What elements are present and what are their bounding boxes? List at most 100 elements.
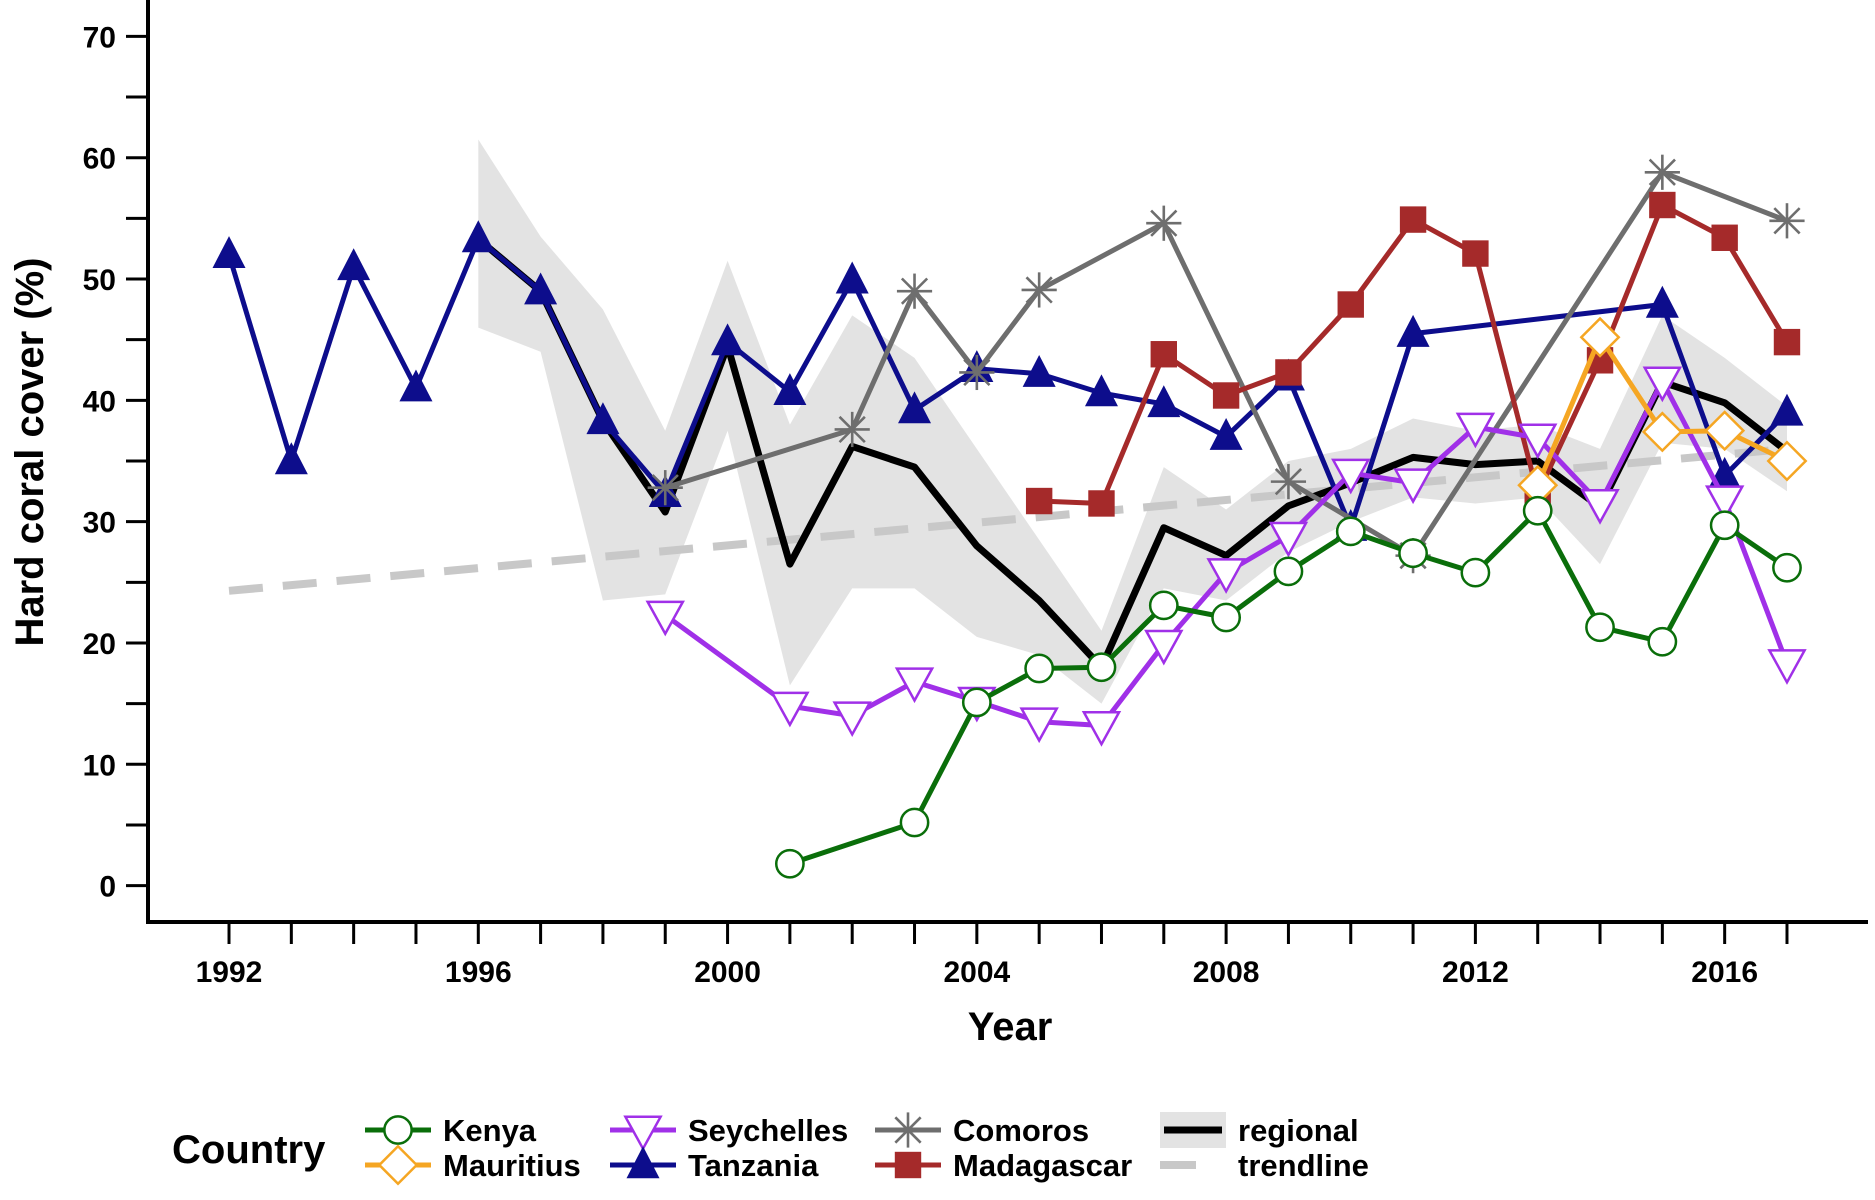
data-point-comoros [1146, 205, 1182, 241]
series-kenya [774, 495, 1802, 879]
data-point-tanzania [1022, 354, 1056, 387]
data-point-seychelles [645, 600, 685, 637]
legend-marker-kenya [383, 1115, 413, 1145]
data-point-madagascar [1462, 240, 1489, 267]
y-tick-label: 50 [83, 264, 116, 297]
data-point-seychelles [1455, 412, 1496, 449]
legend-marker-seychelles [623, 1115, 663, 1152]
regional-confidence-band [478, 139, 1787, 704]
y-tick-label: 10 [83, 749, 116, 782]
data-point-kenya [1211, 602, 1242, 633]
legend-item-madagascar: Madagascar [875, 1148, 1132, 1183]
data-point-tanzania [1084, 374, 1118, 407]
data-point-mauritius [1766, 440, 1808, 482]
data-point-tanzania [773, 373, 807, 406]
data-point-kenya [1335, 516, 1366, 547]
legend-item-regional: regional [1160, 1112, 1359, 1148]
data-point-comoros [896, 273, 933, 309]
data-point-tanzania [212, 236, 246, 268]
data-point-tanzania [337, 248, 371, 281]
data-point-tanzania [1645, 285, 1679, 318]
legend-item-tanzania: Tanzania [610, 1146, 819, 1183]
y-axis-label: Hard coral cover (%) [8, 257, 52, 646]
data-point-comoros [1769, 203, 1805, 239]
trendline-layer [228, 444, 1788, 595]
y-tick-label: 70 [83, 21, 116, 54]
y-tick-label: 0 [99, 871, 116, 904]
data-point-madagascar [1773, 328, 1801, 356]
data-point-kenya [774, 848, 805, 879]
country-series-layer [212, 154, 1808, 879]
legend-item-trendline: trendline [1160, 1148, 1369, 1183]
y-tick-label: 30 [83, 507, 116, 540]
legend-item-kenya: Kenya [365, 1113, 537, 1148]
legend-label-madagascar: Madagascar [953, 1148, 1132, 1183]
data-point-tanzania [1770, 393, 1804, 426]
x-axis-label: Year [968, 1005, 1053, 1049]
data-point-madagascar [1399, 206, 1427, 233]
data-point-madagascar [1711, 224, 1738, 251]
data-point-mauritius [1704, 410, 1746, 452]
data-point-kenya [1709, 510, 1740, 541]
y-tick-label: 40 [83, 385, 116, 418]
data-point-tanzania [1396, 314, 1430, 347]
data-point-seychelles [1767, 649, 1807, 685]
legend-marker-comoros [890, 1112, 926, 1148]
data-point-seychelles [1268, 521, 1309, 558]
y-tick-label: 20 [83, 628, 116, 661]
data-point-kenya [1273, 556, 1304, 587]
data-point-madagascar [1212, 382, 1240, 409]
legend-marker-madagascar [894, 1151, 922, 1179]
data-point-seychelles [1019, 707, 1059, 744]
data-point-madagascar [1275, 359, 1302, 386]
data-point-tanzania [835, 261, 869, 294]
data-point-seychelles [1580, 489, 1620, 525]
data-point-kenya [1086, 652, 1117, 683]
data-point-tanzania [274, 442, 308, 475]
data-point-tanzania [461, 220, 495, 253]
data-point-seychelles [1331, 458, 1371, 495]
regional-line-layer [476, 236, 1790, 671]
legend-item-comoros: Comoros [875, 1112, 1089, 1148]
data-point-madagascar [1337, 291, 1364, 318]
legend-label-kenya: Kenya [443, 1113, 537, 1148]
data-point-tanzania [711, 323, 745, 356]
series-line-kenya [789, 508, 1789, 867]
trendline-line [228, 444, 1788, 595]
data-point-seychelles [1393, 468, 1433, 505]
data-point-kenya [1024, 653, 1055, 684]
x-tick-label: 2016 [1691, 956, 1758, 989]
axes: 0 10 20 30 40 50 60 70 1992 1996 2000 2004 2008 2012 2… [83, 0, 1868, 989]
data-point-tanzania [399, 369, 433, 402]
series-line-comoros [664, 169, 1788, 559]
data-point-kenya [1647, 626, 1678, 657]
data-point-comoros [1644, 154, 1680, 190]
data-point-seychelles [1642, 366, 1683, 403]
data-point-mauritius [1579, 316, 1621, 358]
data-point-seychelles [1081, 711, 1122, 747]
x-tick-label: 2008 [1193, 956, 1260, 989]
data-point-kenya [899, 807, 930, 838]
data-point-comoros [647, 470, 683, 506]
data-point-comoros [1270, 464, 1307, 500]
data-point-seychelles [832, 701, 872, 738]
data-point-madagascar [1150, 341, 1177, 368]
data-point-kenya [1148, 590, 1179, 621]
data-point-mauritius [1641, 411, 1683, 453]
data-point-tanzania [898, 391, 932, 424]
data-point-comoros [959, 354, 995, 391]
x-tick-label: 2004 [943, 956, 1010, 989]
x-tick-label: 1992 [196, 956, 263, 989]
y-tick-label: 60 [83, 143, 116, 176]
data-point-seychelles [894, 667, 935, 704]
data-point-kenya [1398, 538, 1428, 569]
data-point-tanzania [524, 272, 558, 305]
series-line-seychelles [663, 378, 1790, 728]
legend-item-seychelles: Seychelles [610, 1113, 848, 1152]
legend-marker-tanzania [626, 1146, 660, 1179]
data-point-seychelles [1517, 423, 1558, 460]
legend-marker-mauritius [377, 1144, 419, 1186]
data-point-kenya [1460, 557, 1491, 588]
data-point-tanzania [586, 402, 620, 435]
legend-label-tanzania: Tanzania [688, 1148, 819, 1183]
